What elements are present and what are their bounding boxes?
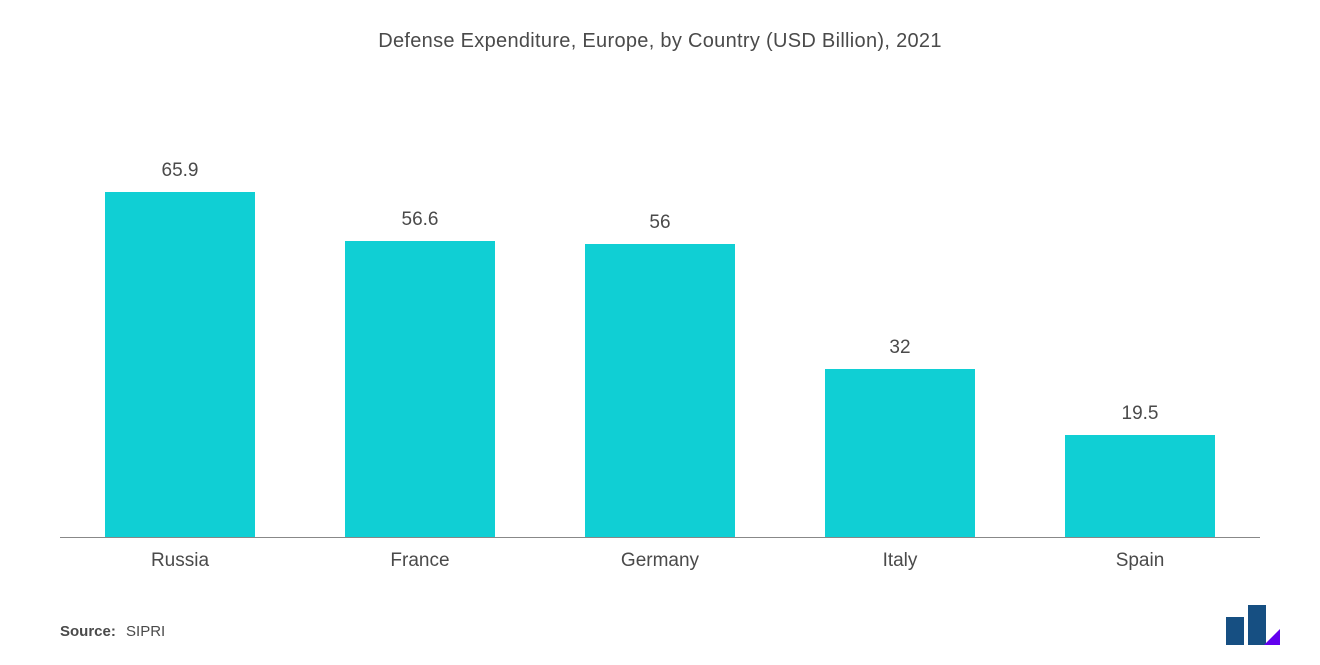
x-axis-label: Spain	[1020, 550, 1260, 572]
bar-group: 65.9	[60, 93, 300, 537]
plot-area: 65.9 56.6 56 32 19.5	[60, 93, 1260, 538]
bar-group: 56	[540, 93, 780, 537]
bar-value-label: 65.9	[162, 160, 199, 182]
x-axis-label: Germany	[540, 550, 780, 572]
source-value: SIPRI	[126, 623, 165, 640]
bar-group: 56.6	[300, 93, 540, 537]
bar	[105, 192, 255, 537]
chart-title: Defense Expenditure, Europe, by Country …	[60, 30, 1260, 53]
bar-value-label: 32	[889, 337, 910, 359]
x-axis-labels: RussiaFranceGermanyItalySpain	[60, 550, 1260, 572]
bar-value-label: 19.5	[1122, 403, 1159, 425]
x-axis-label: Russia	[60, 550, 300, 572]
x-axis-label: Italy	[780, 550, 1020, 572]
bar	[585, 244, 735, 537]
chart-container: Defense Expenditure, Europe, by Country …	[0, 0, 1320, 665]
source-label: Source:	[60, 623, 116, 640]
bar-group: 32	[780, 93, 1020, 537]
brand-logo	[1224, 605, 1280, 645]
bar-value-label: 56.6	[402, 209, 439, 231]
bar-group: 19.5	[1020, 93, 1260, 537]
bar	[345, 241, 495, 537]
bar-value-label: 56	[649, 212, 670, 234]
bar	[825, 369, 975, 537]
bar	[1065, 435, 1215, 537]
source-footer: Source: SIPRI	[60, 623, 165, 640]
x-axis-label: France	[300, 550, 540, 572]
